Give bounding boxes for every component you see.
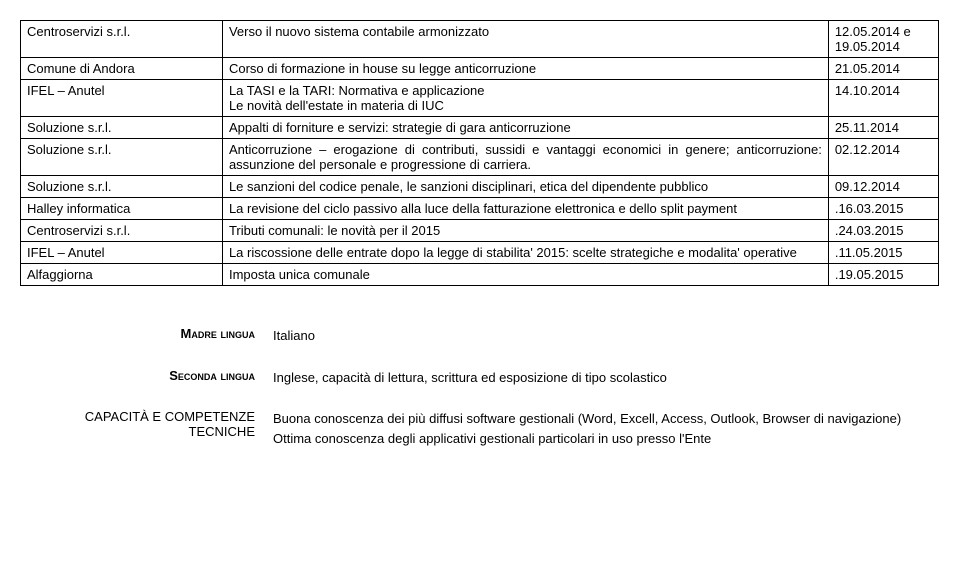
table-row: Soluzione s.r.l.Anticorruzione – erogazi…: [21, 139, 939, 176]
provider-cell: IFEL – Anutel: [21, 80, 223, 117]
date-cell: 14.10.2014: [828, 80, 938, 117]
table-row: Comune di AndoraCorso di formazione in h…: [21, 58, 939, 80]
info-label: Seconda lingua: [20, 368, 255, 388]
info-row: CAPACITÀ E COMPETENZE TECNICHE Buona cono…: [20, 409, 939, 448]
info-row: Madre lingua Italiano: [20, 326, 939, 346]
provider-cell: Centroservizi s.r.l.: [21, 21, 223, 58]
date-cell: 21.05.2014: [828, 58, 938, 80]
course-cell: La TASI e la TARI: Normativa e applicazi…: [222, 80, 828, 117]
lower-section: Madre lingua Italiano Seconda lingua Ingles…: [20, 326, 939, 448]
provider-cell: Centroservizi s.r.l.: [21, 220, 223, 242]
date-cell: 09.12.2014: [828, 176, 938, 198]
info-label: CAPACITÀ E COMPETENZE TECNICHE: [20, 409, 255, 448]
provider-cell: Soluzione s.r.l.: [21, 117, 223, 139]
courses-table: Centroservizi s.r.l.Verso il nuovo siste…: [20, 20, 939, 286]
info-value: Inglese, capacità di lettura, scrittura …: [273, 368, 939, 388]
table-row: IFEL – AnutelLa riscossione delle entrat…: [21, 242, 939, 264]
provider-cell: Alfaggiorna: [21, 264, 223, 286]
date-cell: 12.05.2014 e 19.05.2014: [828, 21, 938, 58]
table-row: Halley informaticaLa revisione del ciclo…: [21, 198, 939, 220]
course-cell: Verso il nuovo sistema contabile armoniz…: [222, 21, 828, 58]
course-cell: Appalti di forniture e servizi: strategi…: [222, 117, 828, 139]
table-row: Soluzione s.r.l.Appalti di forniture e s…: [21, 117, 939, 139]
info-value: Italiano: [273, 326, 939, 346]
provider-cell: Soluzione s.r.l.: [21, 176, 223, 198]
provider-cell: IFEL – Anutel: [21, 242, 223, 264]
provider-cell: Halley informatica: [21, 198, 223, 220]
course-cell: Anticorruzione – erogazione di contribut…: [222, 139, 828, 176]
provider-cell: Comune di Andora: [21, 58, 223, 80]
date-cell: .11.05.2015: [828, 242, 938, 264]
course-cell: Imposta unica comunale: [222, 264, 828, 286]
info-row: Seconda lingua Inglese, capacità di lettu…: [20, 368, 939, 388]
info-value: Buona conoscenza dei più diffusi softwar…: [273, 409, 939, 448]
course-cell: La riscossione delle entrate dopo la leg…: [222, 242, 828, 264]
date-cell: .24.03.2015: [828, 220, 938, 242]
provider-cell: Soluzione s.r.l.: [21, 139, 223, 176]
table-row: Centroservizi s.r.l.Verso il nuovo siste…: [21, 21, 939, 58]
date-cell: 25.11.2014: [828, 117, 938, 139]
date-cell: 02.12.2014: [828, 139, 938, 176]
table-row: Centroservizi s.r.l.Tributi comunali: le…: [21, 220, 939, 242]
course-cell: La revisione del ciclo passivo alla luce…: [222, 198, 828, 220]
table-row: Soluzione s.r.l.Le sanzioni del codice p…: [21, 176, 939, 198]
date-cell: .16.03.2015: [828, 198, 938, 220]
date-cell: .19.05.2015: [828, 264, 938, 286]
course-cell: Le sanzioni del codice penale, le sanzio…: [222, 176, 828, 198]
info-label: Madre lingua: [20, 326, 255, 346]
table-row: AlfaggiornaImposta unica comunale.19.05.…: [21, 264, 939, 286]
course-cell: Corso di formazione in house su legge an…: [222, 58, 828, 80]
course-cell: Tributi comunali: le novità per il 2015: [222, 220, 828, 242]
table-row: IFEL – AnutelLa TASI e la TARI: Normativ…: [21, 80, 939, 117]
